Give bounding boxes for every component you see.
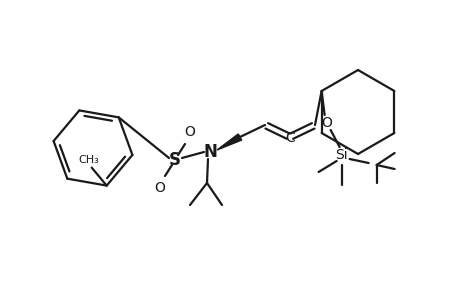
Text: O: O (154, 181, 165, 195)
Text: Si: Si (335, 148, 347, 162)
Text: O: O (320, 116, 331, 130)
Text: O: O (184, 125, 195, 139)
Polygon shape (217, 134, 241, 150)
Text: N: N (202, 143, 217, 161)
Text: CH₃: CH₃ (78, 154, 99, 165)
Text: C: C (285, 131, 294, 145)
Text: S: S (168, 151, 180, 169)
